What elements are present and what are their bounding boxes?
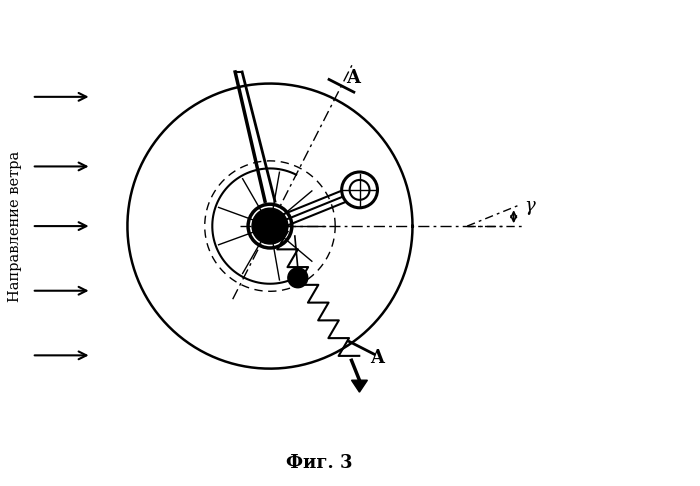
- Circle shape: [342, 172, 377, 208]
- Text: A: A: [346, 69, 360, 87]
- Text: A: A: [370, 349, 384, 367]
- Text: Направление ветра: Направление ветра: [8, 151, 22, 302]
- Text: Фиг. 3: Фиг. 3: [286, 454, 353, 472]
- Circle shape: [288, 268, 308, 288]
- Circle shape: [252, 208, 288, 244]
- Polygon shape: [351, 380, 368, 392]
- Text: γ: γ: [524, 197, 536, 215]
